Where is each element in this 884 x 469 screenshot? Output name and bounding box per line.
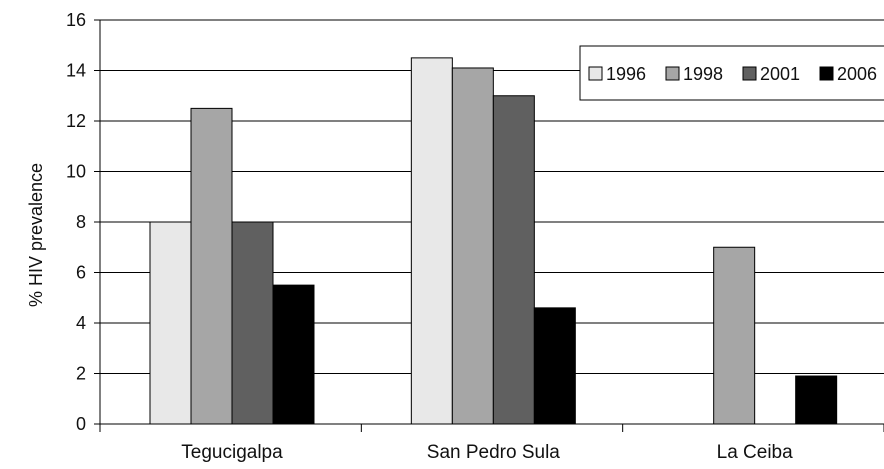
legend: 1996 1998 2001 2006 — [579, 45, 884, 101]
bar-1998-tegucigalpa — [190, 107, 233, 425]
bar-2006-la-ceiba — [795, 375, 838, 425]
legend-label: 1996 — [606, 64, 646, 84]
legend-label: 2006 — [837, 64, 877, 84]
y-tick-label: 2 — [76, 364, 86, 384]
y-tick-label: 16 — [66, 10, 86, 30]
y-tick-labels: 0 2 4 6 8 10 12 14 16 — [66, 10, 86, 434]
legend-swatch-1998 — [665, 66, 680, 81]
y-tick-label: 14 — [66, 61, 86, 81]
category-labels: Tegucigalpa San Pedro Sula La Ceiba — [181, 442, 793, 463]
bar-1996-tegucigalpa — [149, 221, 192, 425]
y-tick-label: 0 — [76, 414, 86, 434]
bars — [149, 57, 838, 425]
y-tick-label: 12 — [66, 111, 86, 131]
y-tick-label: 8 — [76, 212, 86, 232]
y-axis-label: % HIV prevalence — [26, 163, 46, 307]
bar-1996-san-pedro-sula — [410, 57, 453, 425]
legend-swatch-2001 — [742, 66, 757, 81]
y-tick-label: 6 — [76, 263, 86, 283]
legend-swatch-1996 — [588, 66, 603, 81]
category-label: San Pedro Sula — [427, 442, 561, 463]
legend-label: 2001 — [760, 64, 800, 84]
bar-2006-san-pedro-sula — [533, 307, 576, 425]
bar-2006-tegucigalpa — [272, 284, 315, 425]
bar-1998-la-ceiba — [713, 246, 756, 425]
bar-1998-san-pedro-sula — [451, 67, 494, 425]
y-tick-label: 10 — [66, 162, 86, 182]
legend-swatch-2006 — [819, 66, 834, 81]
axes — [99, 20, 884, 432]
legend-label: 1998 — [683, 64, 723, 84]
category-label: La Ceiba — [717, 442, 793, 463]
bar-2001-tegucigalpa — [231, 221, 274, 425]
y-tick-label: 4 — [76, 313, 86, 333]
category-label: Tegucigalpa — [181, 442, 283, 463]
bar-2001-san-pedro-sula — [492, 95, 535, 425]
